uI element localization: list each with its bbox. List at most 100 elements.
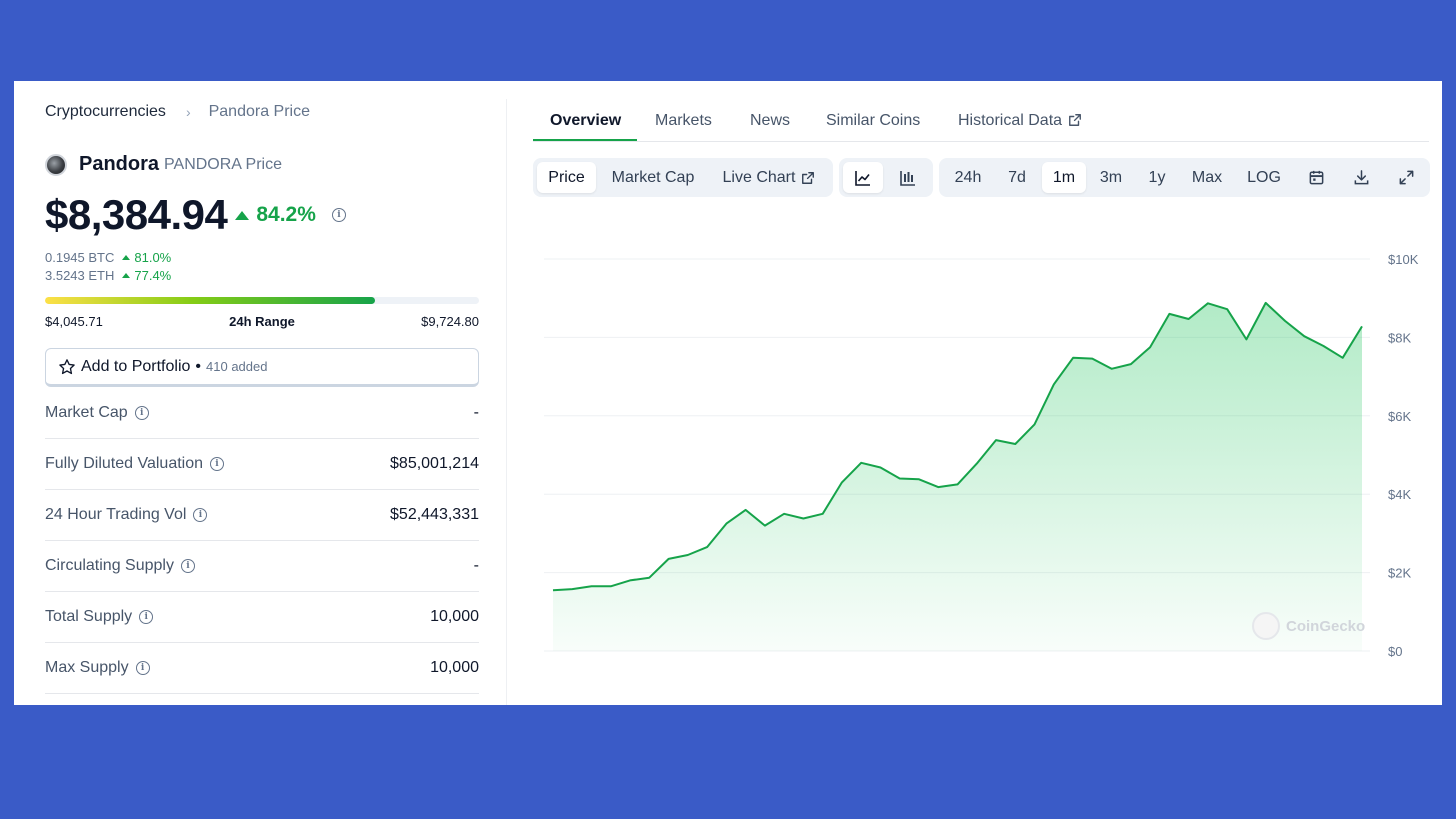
price-point[interactable] xyxy=(955,481,961,487)
range-24h-button[interactable]: 24h xyxy=(954,168,982,186)
info-icon[interactable]: i xyxy=(135,661,150,675)
price-point[interactable] xyxy=(1166,311,1172,317)
price-point[interactable] xyxy=(743,507,749,513)
price-point[interactable] xyxy=(1263,300,1269,306)
triangle-up-icon xyxy=(235,210,250,220)
price-point[interactable] xyxy=(666,556,672,562)
price-point[interactable] xyxy=(569,586,575,592)
range-high: $9,724.80 xyxy=(421,314,479,329)
portfolio-separator: • xyxy=(195,357,202,375)
live-chart-button[interactable]: Live Chart xyxy=(711,162,827,193)
stat-label: 24 Hour Trading Vol i xyxy=(45,506,208,524)
price-point[interactable] xyxy=(897,476,903,482)
stat-label: Market Cap i xyxy=(45,404,149,422)
price-point[interactable] xyxy=(993,437,999,443)
price-point[interactable] xyxy=(1321,343,1327,349)
tab-markets[interactable]: Markets xyxy=(655,112,712,129)
price-point[interactable] xyxy=(589,583,595,589)
price-point[interactable] xyxy=(781,511,787,517)
range-1m-button[interactable]: 1m xyxy=(1042,162,1086,193)
price-point[interactable] xyxy=(800,516,806,522)
info-icon[interactable]: i xyxy=(180,559,195,573)
stat-row-circulating-supply: Circulating Supply i - xyxy=(45,541,479,592)
pandora-logo-icon xyxy=(45,153,67,176)
price-point[interactable] xyxy=(974,461,980,467)
range-low: $4,045.71 xyxy=(45,314,103,329)
price-point[interactable] xyxy=(550,587,556,593)
fullscreen-button[interactable] xyxy=(1387,162,1425,193)
price-point[interactable] xyxy=(1051,381,1057,387)
range-1y-button[interactable]: 1y xyxy=(1148,168,1166,186)
coingecko-watermark: CoinGecko xyxy=(1286,618,1366,635)
stat-label: Circulating Supply i xyxy=(45,557,195,575)
range-bar xyxy=(45,297,479,304)
portfolio-added-count: 410 added xyxy=(206,359,268,374)
price-change-value: 84.2% xyxy=(256,203,316,226)
tab-overview[interactable]: Overview xyxy=(550,112,622,129)
breadcrumb: Cryptocurrencies › Pandora Price xyxy=(45,103,310,121)
price-chart[interactable]: $0 $2K $4K $6K $8K $10K xyxy=(544,241,1434,705)
price-point[interactable] xyxy=(820,511,826,517)
info-icon[interactable]: i xyxy=(331,208,346,222)
info-icon[interactable]: i xyxy=(193,508,208,522)
external-link-icon xyxy=(802,171,815,184)
info-icon[interactable]: i xyxy=(210,457,225,471)
stats-table: Market Cap i - Fully Diluted Valuation i $85,… xyxy=(45,388,479,694)
info-icon[interactable]: i xyxy=(139,610,154,624)
price-point[interactable] xyxy=(858,460,864,466)
price-point[interactable] xyxy=(1282,318,1288,324)
price-point[interactable] xyxy=(1359,323,1365,329)
range-3m-button[interactable]: 3m xyxy=(1099,168,1123,186)
star-outline-icon xyxy=(59,358,75,374)
price-point[interactable] xyxy=(1012,441,1018,447)
price-point[interactable] xyxy=(1224,306,1230,312)
price-point[interactable] xyxy=(1032,421,1038,427)
calendar-button[interactable] xyxy=(1297,162,1335,193)
range-max-button[interactable]: Max xyxy=(1191,168,1223,186)
stat-label-text: Circulating Supply xyxy=(45,557,174,574)
price-point[interactable] xyxy=(1186,316,1192,322)
price-point[interactable] xyxy=(935,484,941,490)
price-point[interactable] xyxy=(685,552,691,558)
btc-change: 81.0% xyxy=(122,250,171,265)
info-icon[interactable]: i xyxy=(134,406,149,420)
price-change-24h: 84.2% xyxy=(235,203,316,227)
price-point[interactable] xyxy=(723,521,729,527)
log-scale-button[interactable]: LOG xyxy=(1247,168,1281,186)
price-point[interactable] xyxy=(1301,333,1307,339)
price-point[interactable] xyxy=(1089,356,1095,362)
tab-historical-data[interactable]: Historical Data xyxy=(958,112,1082,130)
stat-label-text: Max Supply xyxy=(45,659,129,676)
y-tick-label: $2K xyxy=(1388,566,1411,581)
price-point[interactable] xyxy=(878,465,884,471)
add-to-portfolio-button[interactable]: Add to Portfolio • 410 added xyxy=(45,348,479,387)
y-tick-label: $4K xyxy=(1388,487,1411,502)
stat-label: Total Supply i xyxy=(45,608,154,626)
price-point[interactable] xyxy=(916,476,922,482)
price-point[interactable] xyxy=(762,523,768,529)
price-point[interactable] xyxy=(608,583,614,589)
breadcrumb-cryptocurrencies-link[interactable]: Cryptocurrencies xyxy=(45,103,166,120)
price-point[interactable] xyxy=(1128,361,1134,367)
price-point[interactable] xyxy=(1109,366,1115,372)
price-point[interactable] xyxy=(627,577,633,583)
stat-value: 10,000 xyxy=(430,659,479,676)
price-mode-button[interactable]: Price xyxy=(537,162,596,193)
tab-similar-coins[interactable]: Similar Coins xyxy=(826,112,921,129)
download-button[interactable] xyxy=(1342,162,1380,193)
price-point[interactable] xyxy=(1243,336,1249,342)
range-7d-button[interactable]: 7d xyxy=(1008,168,1026,186)
price-line xyxy=(552,301,1363,592)
price-point[interactable] xyxy=(704,544,710,550)
price-point[interactable] xyxy=(646,575,652,581)
price-point[interactable] xyxy=(1147,344,1153,350)
line-chart-button[interactable] xyxy=(843,162,883,193)
candlestick-chart-button[interactable] xyxy=(888,162,928,193)
tab-news[interactable]: News xyxy=(750,112,791,129)
portfolio-label: Add to Portfolio xyxy=(81,357,191,375)
price-point[interactable] xyxy=(1205,300,1211,306)
price-point[interactable] xyxy=(839,479,845,485)
market-cap-mode-button[interactable]: Market Cap xyxy=(611,168,695,186)
price-point[interactable] xyxy=(1070,355,1076,361)
price-point[interactable] xyxy=(1340,355,1346,361)
